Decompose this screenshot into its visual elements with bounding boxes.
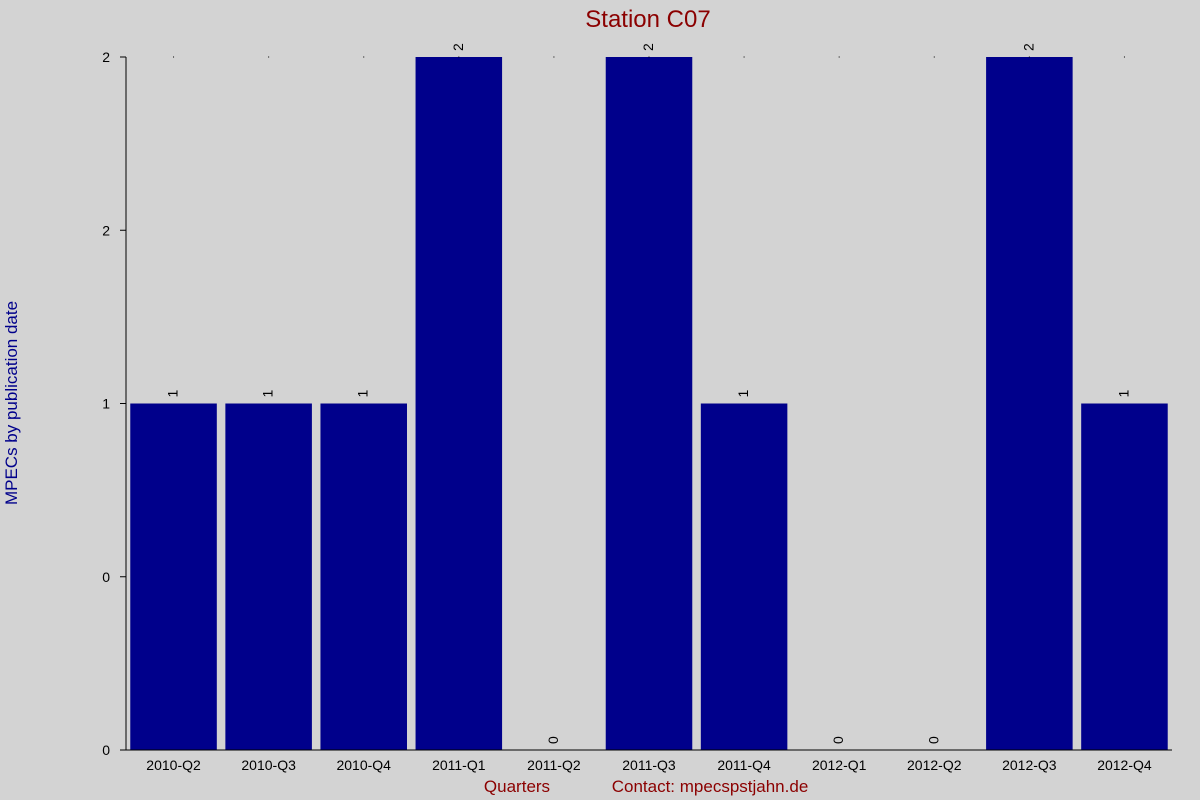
data-label-2011-Q4: 1 [735,390,751,398]
top-marker-2011-Q1 [458,56,460,58]
bar-2010-Q4 [320,403,407,750]
x-axis-label: Quarters [484,777,550,796]
top-marker-2012-Q4 [1123,56,1125,58]
data-label-2010-Q2: 1 [165,390,181,398]
data-label-2012-Q2: 0 [925,736,941,744]
top-marker-2011-Q2 [553,56,555,58]
top-marker-2010-Q2 [173,56,175,58]
y-tick-label-2: 1 [102,396,110,412]
x-tick-label-2012-Q3: 2012-Q3 [1002,757,1057,773]
bar-2012-Q4 [1081,403,1168,750]
top-marker-2011-Q3 [648,56,650,58]
data-label-2012-Q1: 0 [830,736,846,744]
bar-2011-Q4 [700,403,788,750]
contact-footer: Contact: mpecspstjahn.de [612,777,809,796]
top-marker-2012-Q2 [933,56,935,58]
x-tick-label-2011-Q3: 2011-Q3 [622,757,676,773]
data-label-2011-Q1: 2 [450,43,466,51]
y-tick-label-4: 2 [102,49,110,65]
bar-2010-Q3 [225,403,312,750]
bar-2011-Q1 [415,57,503,750]
x-tick-label-2012-Q2: 2012-Q2 [907,757,962,773]
y-tick-label-0: 0 [102,742,110,758]
bar-2010-Q2 [130,403,217,750]
data-label-2011-Q3: 2 [640,43,656,51]
x-tick-label-2011-Q4: 2011-Q4 [717,757,771,773]
top-marker-2011-Q4 [743,56,745,58]
top-marker-2012-Q3 [1028,56,1030,58]
bar-2011-Q3 [605,57,693,750]
bar-2012-Q3 [986,57,1073,750]
data-label-2012-Q3: 2 [1020,43,1036,51]
top-marker-2010-Q4 [363,56,365,58]
x-tick-label-2010-Q3: 2010-Q3 [241,757,296,773]
top-marker-2010-Q3 [268,56,270,58]
data-label-2010-Q4: 1 [355,390,371,398]
top-marker-2012-Q1 [838,56,840,58]
chart-title: Station C07 [585,6,710,33]
x-tick-label-2011-Q2: 2011-Q2 [527,757,581,773]
data-label-2012-Q4: 1 [1115,390,1131,398]
x-tick-label-2011-Q1: 2011-Q1 [432,757,486,773]
y-axis-label: MPECs by publication date [2,301,21,505]
x-tick-label-2012-Q1: 2012-Q1 [812,757,867,773]
x-tick-label-2010-Q2: 2010-Q2 [146,757,201,773]
x-tick-label-2010-Q4: 2010-Q4 [336,757,391,773]
y-tick-label-1: 0 [102,569,110,585]
data-label-2010-Q3: 1 [260,390,276,398]
y-tick-label-3: 2 [102,222,110,238]
x-tick-label-2012-Q4: 2012-Q4 [1097,757,1152,773]
data-label-2011-Q2: 0 [545,736,561,744]
